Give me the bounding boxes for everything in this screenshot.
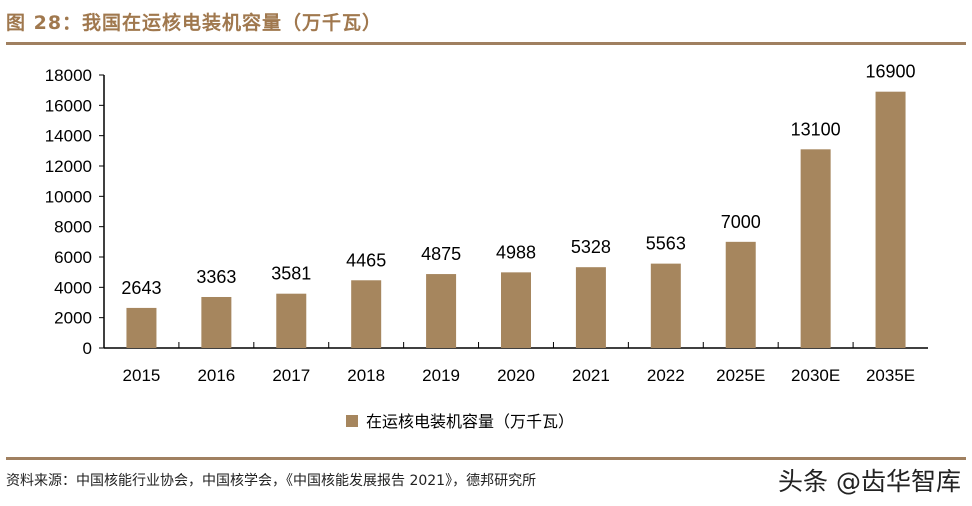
y-tick-label: 14000 — [45, 127, 92, 146]
y-tick-label: 8000 — [54, 218, 92, 237]
data-label: 5328 — [571, 237, 611, 257]
bar — [575, 267, 606, 348]
data-label: 5563 — [646, 234, 686, 254]
x-tick-label: 2017 — [272, 366, 310, 385]
watermark: 头条 @齿华智库 — [778, 467, 961, 496]
legend-label: 在运核电装机容量（万千瓦） — [366, 412, 574, 431]
bar-chart: 0 2000 4000 6000 8000 10000 12000 14000 16000 180… — [45, 62, 928, 431]
x-tick-label: 2019 — [422, 366, 460, 385]
source-note: 资料来源：中国核能行业协会，中国核学会，《中国核能发展报告 2021》，德邦研究… — [6, 473, 537, 489]
data-label: 16900 — [866, 62, 916, 82]
y-tick-label: 16000 — [45, 96, 92, 115]
data-label: 4988 — [496, 242, 536, 262]
bar — [351, 280, 382, 348]
bar — [725, 241, 756, 348]
data-label: 7000 — [721, 212, 761, 232]
y-tick-label: 2000 — [54, 309, 92, 328]
y-tick-label: 10000 — [45, 187, 92, 206]
legend-swatch — [346, 415, 358, 427]
bar — [875, 91, 906, 348]
bar — [426, 274, 457, 348]
x-tick-label: 2018 — [347, 366, 385, 385]
bar — [201, 296, 232, 348]
bar — [650, 263, 681, 348]
x-tick-label: 2021 — [572, 366, 610, 385]
bar — [800, 149, 831, 348]
data-label: 4875 — [421, 244, 461, 264]
x-tick-label: 2030E — [791, 366, 840, 385]
y-tick-label: 0 — [83, 339, 92, 358]
x-tick-label: 2022 — [647, 366, 685, 385]
data-label: 3581 — [271, 264, 311, 284]
data-label: 3363 — [196, 267, 236, 287]
y-tick-label: 4000 — [54, 278, 92, 297]
data-label: 13100 — [791, 119, 841, 139]
data-label: 2643 — [121, 278, 161, 298]
y-tick-label: 18000 — [45, 66, 92, 85]
figure-title: 图 28：我国在运核电装机容量（万千瓦） — [6, 12, 383, 34]
y-tick-label: 12000 — [45, 157, 92, 176]
x-tick-label: 2025E — [716, 366, 765, 385]
bar — [501, 272, 531, 348]
x-tick-label: 2020 — [497, 366, 535, 385]
x-tick-label: 2016 — [197, 366, 235, 385]
x-tick-label: 2015 — [123, 366, 161, 385]
bar — [126, 307, 157, 348]
data-label: 4465 — [346, 250, 386, 270]
y-tick-label: 6000 — [54, 248, 92, 267]
title-divider — [6, 42, 966, 45]
bar — [276, 293, 307, 348]
footer-divider — [6, 457, 966, 460]
x-tick-label: 2035E — [866, 366, 915, 385]
